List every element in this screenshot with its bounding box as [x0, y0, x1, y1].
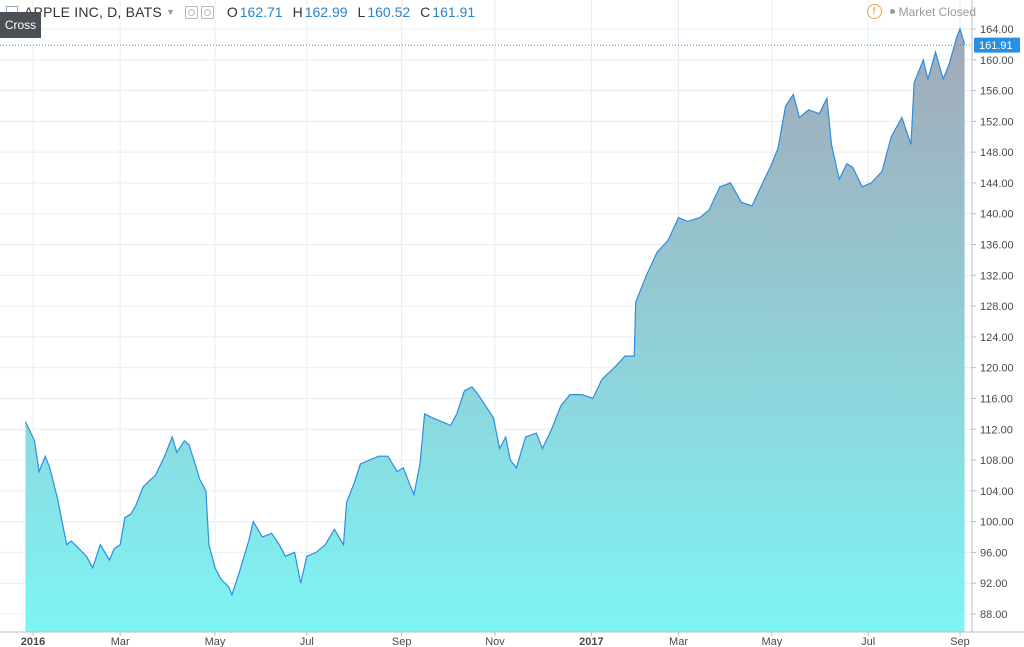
y-tick-label: 144.00 — [980, 178, 1014, 190]
price-line — [24, 27, 966, 597]
y-tick-label: 120.00 — [980, 363, 1014, 375]
close-label: C — [420, 4, 431, 20]
settings-icon[interactable] — [200, 5, 214, 19]
crosshair-tooltip: Cross — [0, 12, 41, 38]
x-tick-label: 2017 — [579, 636, 603, 647]
legend-header: APPLE INC, D, BATS ▼ O 162.71 H 162.99 L… — [0, 0, 475, 24]
clock-icon: ! — [866, 4, 882, 19]
price-area — [25, 29, 965, 632]
x-tick-label: Sep — [950, 636, 970, 647]
x-tick-label: Nov — [485, 636, 505, 647]
y-tick-label: 100.00 — [980, 517, 1014, 529]
eye-icon[interactable] — [184, 5, 198, 19]
high-value: 162.99 — [304, 4, 348, 20]
symbol-title[interactable]: APPLE INC, D, BATS — [24, 4, 162, 20]
x-tick-label: Mar — [111, 636, 130, 647]
y-tick-label: 116.00 — [980, 393, 1013, 405]
y-tick-label: 136.00 — [980, 240, 1014, 252]
x-tick-label: 2016 — [21, 636, 45, 647]
y-tick-label: 92.00 — [980, 578, 1008, 590]
y-tick-label: 160.00 — [980, 55, 1014, 67]
close-value: 161.91 — [432, 4, 476, 20]
y-tick-label: 108.00 — [980, 455, 1014, 467]
x-tick-label: Mar — [669, 636, 688, 647]
y-tick-label: 104.00 — [980, 486, 1014, 498]
last-price-text: 161.91 — [979, 40, 1013, 52]
y-tick-label: 156.00 — [980, 86, 1014, 98]
y-tick-label: 148.00 — [980, 147, 1014, 159]
x-tick-label: Sep — [392, 636, 412, 647]
y-tick-label: 112.00 — [980, 424, 1013, 436]
chevron-down-icon[interactable]: ▼ — [165, 7, 175, 17]
low-value: 160.52 — [367, 4, 411, 20]
y-tick-label: 132.00 — [980, 270, 1014, 282]
time-axis[interactable]: 2016 Mar May Jul Sep Nov 2017 Mar May Jul Sep — [21, 632, 970, 647]
open-label: O — [226, 4, 238, 20]
y-tick-label: 124.00 — [980, 332, 1014, 344]
x-tick-label: May — [761, 636, 782, 647]
status-dot — [889, 9, 895, 14]
low-label: L — [357, 4, 366, 20]
y-tick-label: 96.00 — [980, 547, 1008, 559]
x-tick-label: Jul — [300, 636, 314, 647]
price-axis[interactable]: 88.00 92.00 96.00 100.00 104.00 108.00 112.00 1… — [972, 24, 1014, 621]
y-tick-label: 140.00 — [980, 209, 1014, 221]
market-status: ! Market Closed — [866, 4, 976, 19]
y-tick-label: 88.00 — [980, 609, 1008, 621]
x-tick-label: Jul — [861, 636, 875, 647]
high-label: H — [292, 4, 303, 20]
market-status-text: Market Closed — [898, 4, 976, 19]
y-tick-label: 128.00 — [980, 301, 1014, 313]
last-price-label: 161.91 — [974, 37, 1020, 53]
y-tick-label: 164.00 — [980, 24, 1014, 36]
open-value: 162.71 — [239, 4, 283, 20]
y-tick-label: 152.00 — [980, 116, 1014, 128]
x-tick-label: May — [205, 636, 226, 647]
